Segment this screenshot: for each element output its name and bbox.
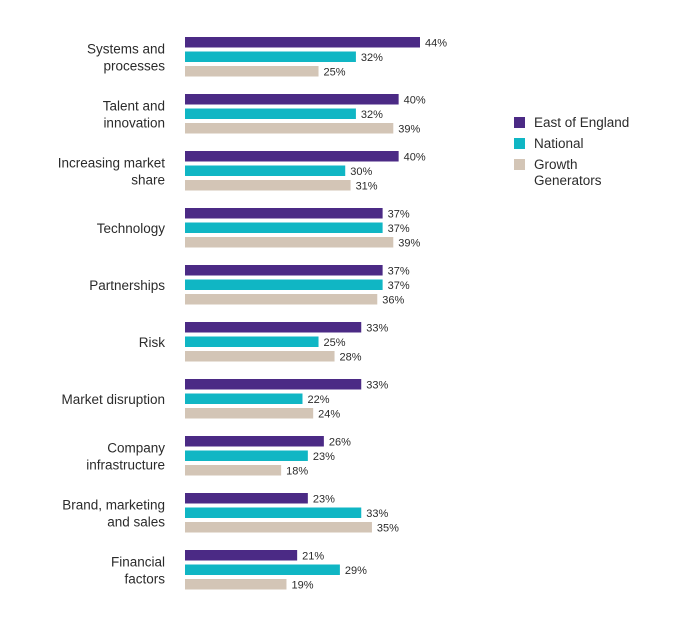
value-label-talent-and-innovation-growth-generators: 39%	[398, 123, 420, 135]
bar-talent-and-innovation-national	[185, 108, 356, 119]
value-label-talent-and-innovation-national: 32%	[361, 109, 383, 121]
bar-brand-marketing-and-sales-national	[185, 507, 362, 518]
value-label-market-disruption-growth-generators: 24%	[318, 408, 340, 420]
value-label-risk-east-of-england: 33%	[366, 322, 388, 334]
bar-systems-and-processes-growth-generators	[185, 66, 319, 77]
value-label-company-infrastructure-national: 23%	[313, 451, 335, 463]
category-label-financial-factors: factors	[124, 571, 165, 586]
bar-partnerships-east-of-england	[185, 265, 383, 276]
category-label-talent-and-innovation: innovation	[103, 115, 165, 130]
value-label-talent-and-innovation-east-of-england: 40%	[404, 94, 426, 106]
category-label-risk: Risk	[139, 335, 165, 350]
bar-brand-marketing-and-sales-east-of-england	[185, 493, 308, 504]
bar-market-disruption-east-of-england	[185, 379, 362, 390]
bar-partnerships-national	[185, 279, 383, 290]
bar-financial-factors-growth-generators	[185, 579, 287, 590]
value-label-company-infrastructure-east-of-england: 26%	[329, 436, 351, 448]
category-label-increasing-market-share: Increasing market	[58, 155, 166, 170]
category-label-systems-and-processes: processes	[103, 58, 165, 73]
category-label-brand-marketing-and-sales: and sales	[107, 514, 165, 529]
legend-swatch-growth-generators	[514, 159, 525, 170]
category-label-brand-marketing-and-sales: Brand, marketing	[62, 497, 165, 512]
bar-company-infrastructure-east-of-england	[185, 436, 324, 447]
bar-market-disruption-growth-generators	[185, 408, 314, 419]
category-label-increasing-market-share: share	[131, 172, 165, 187]
category-label-company-infrastructure: Company	[107, 440, 165, 455]
bar-brand-marketing-and-sales-growth-generators	[185, 522, 372, 533]
legend-label-growth-generators: Generators	[534, 173, 602, 188]
category-label-market-disruption: Market disruption	[61, 392, 165, 407]
value-label-systems-and-processes-east-of-england: 44%	[425, 37, 447, 49]
value-label-company-infrastructure-growth-generators: 18%	[286, 465, 308, 477]
bar-financial-factors-east-of-england	[185, 550, 298, 561]
bar-technology-east-of-england	[185, 208, 383, 219]
value-label-partnerships-national: 37%	[388, 280, 410, 292]
value-label-market-disruption-east-of-england: 33%	[366, 379, 388, 391]
value-label-brand-marketing-and-sales-east-of-england: 23%	[313, 493, 335, 505]
bar-risk-growth-generators	[185, 351, 335, 362]
value-label-increasing-market-share-growth-generators: 31%	[356, 180, 378, 192]
legend-swatch-national	[514, 138, 525, 149]
legend-label-growth-generators: Growth	[534, 157, 578, 172]
legend-label-east-of-england: East of England	[534, 115, 629, 130]
value-label-systems-and-processes-national: 32%	[361, 52, 383, 64]
value-label-technology-national: 37%	[388, 223, 410, 235]
bar-technology-growth-generators	[185, 237, 394, 248]
bars-layer: 44% 32% 25% 40% 32% 39% 40% 30% 31% 37% 37% 39% 37% 3…	[185, 37, 447, 591]
bar-technology-national	[185, 222, 383, 233]
bar-company-infrastructure-growth-generators	[185, 465, 282, 476]
value-label-increasing-market-share-national: 30%	[350, 166, 372, 178]
category-label-talent-and-innovation: Talent and	[103, 98, 165, 113]
category-label-financial-factors: Financial	[111, 554, 165, 569]
value-label-technology-east-of-england: 37%	[388, 208, 410, 220]
bar-financial-factors-national	[185, 564, 340, 575]
value-label-financial-factors-growth-generators: 19%	[291, 579, 313, 591]
value-label-financial-factors-national: 29%	[345, 565, 367, 577]
value-label-partnerships-growth-generators: 36%	[382, 294, 404, 306]
category-label-systems-and-processes: Systems and	[87, 41, 165, 56]
bar-partnerships-growth-generators	[185, 294, 378, 305]
bar-increasing-market-share-national	[185, 165, 346, 176]
bar-talent-and-innovation-growth-generators	[185, 123, 394, 134]
value-label-partnerships-east-of-england: 37%	[388, 265, 410, 277]
category-label-company-infrastructure: infrastructure	[86, 457, 165, 472]
value-label-increasing-market-share-east-of-england: 40%	[404, 151, 426, 163]
value-label-brand-marketing-and-sales-growth-generators: 35%	[377, 522, 399, 534]
value-label-brand-marketing-and-sales-national: 33%	[366, 508, 388, 520]
bar-systems-and-processes-east-of-england	[185, 37, 420, 48]
value-label-systems-and-processes-growth-generators: 25%	[324, 66, 346, 78]
legend-swatch-east-of-england	[514, 117, 525, 128]
bar-risk-east-of-england	[185, 322, 362, 333]
bar-market-disruption-national	[185, 393, 303, 404]
value-label-technology-growth-generators: 39%	[398, 237, 420, 249]
bar-systems-and-processes-national	[185, 51, 356, 62]
bar-increasing-market-share-east-of-england	[185, 151, 399, 162]
legend-label-national: National	[534, 136, 584, 151]
bar-talent-and-innovation-east-of-england	[185, 94, 399, 105]
value-label-risk-growth-generators: 28%	[340, 351, 362, 363]
value-label-risk-national: 25%	[324, 337, 346, 349]
category-labels: Systems and processes Talent and innovation…	[58, 41, 166, 586]
bar-company-infrastructure-national	[185, 450, 308, 461]
bar-increasing-market-share-growth-generators	[185, 180, 351, 191]
value-label-financial-factors-east-of-england: 21%	[302, 550, 324, 562]
value-label-market-disruption-national: 22%	[308, 394, 330, 406]
bar-risk-national	[185, 336, 319, 347]
category-label-technology: Technology	[97, 221, 166, 236]
category-label-partnerships: Partnerships	[89, 278, 165, 293]
